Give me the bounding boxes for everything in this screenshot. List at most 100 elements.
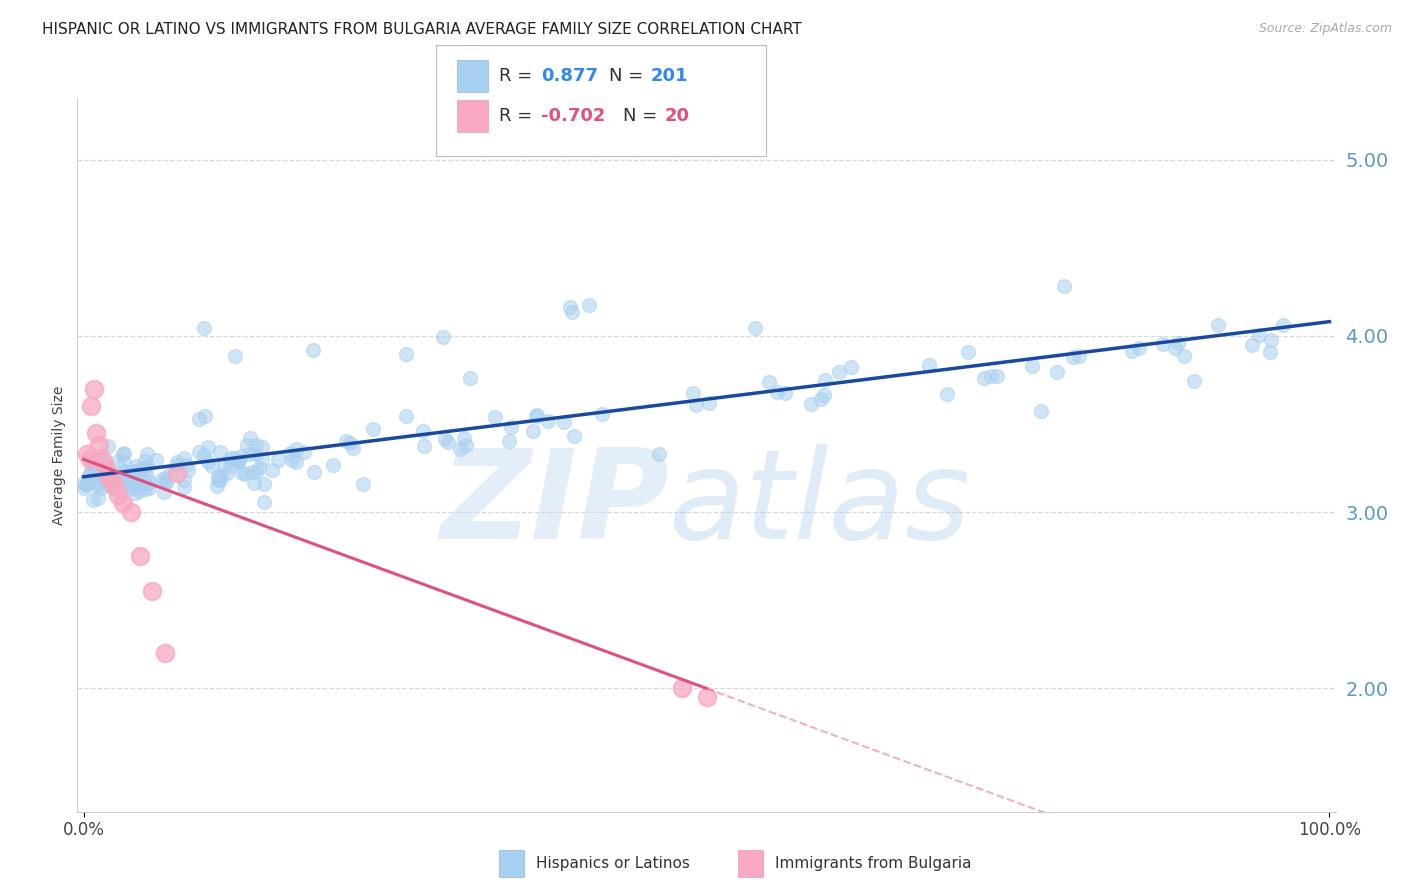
Point	[188, 412, 211, 426]
Point	[94, 461, 117, 475]
Point	[84, 466, 107, 480]
Point	[112, 454, 135, 468]
Point	[454, 438, 477, 452]
Point	[104, 479, 127, 493]
Point	[240, 465, 263, 479]
Point	[194, 409, 217, 424]
Point	[363, 422, 385, 436]
Point	[233, 467, 256, 482]
Point	[1031, 403, 1053, 417]
Point	[253, 495, 276, 509]
Point	[499, 420, 522, 434]
Point	[79, 467, 101, 481]
Point	[129, 477, 152, 491]
Point	[1249, 328, 1271, 343]
Point	[245, 438, 267, 452]
Point	[135, 458, 157, 473]
Point	[132, 461, 155, 475]
Point	[107, 487, 129, 501]
Point	[526, 408, 548, 422]
Point	[187, 445, 209, 459]
Point	[395, 347, 418, 361]
Point	[247, 460, 270, 475]
Point	[76, 447, 98, 461]
Point	[1152, 336, 1174, 351]
Text: N =: N =	[609, 67, 648, 85]
Point	[773, 386, 796, 401]
Point	[87, 438, 110, 452]
Point	[226, 455, 249, 469]
Point	[434, 432, 457, 446]
Point	[648, 447, 671, 461]
Point	[124, 485, 146, 500]
Point	[436, 434, 458, 449]
Point	[107, 454, 129, 468]
Point	[682, 385, 704, 400]
Point	[166, 455, 188, 469]
Point	[813, 388, 835, 402]
Point	[136, 447, 159, 461]
Point	[118, 473, 141, 487]
Point	[207, 473, 229, 487]
Point	[134, 483, 156, 497]
Point	[453, 431, 475, 445]
Point	[80, 458, 103, 473]
Point	[173, 473, 195, 487]
Point	[124, 476, 146, 491]
Point	[335, 434, 357, 448]
Point	[957, 344, 980, 359]
Point	[76, 477, 98, 491]
Point	[93, 471, 115, 485]
Point	[121, 474, 143, 488]
Point	[153, 646, 176, 660]
Point	[278, 446, 301, 460]
Point	[197, 455, 219, 469]
Point	[449, 442, 471, 457]
Point	[79, 452, 101, 467]
Point	[208, 444, 231, 458]
Point	[553, 415, 575, 429]
Point	[112, 496, 135, 510]
Point	[135, 467, 157, 482]
Point	[118, 481, 141, 495]
Point	[285, 455, 308, 469]
Point	[262, 463, 284, 477]
Point	[103, 472, 125, 486]
Point	[107, 469, 129, 483]
Point	[239, 431, 262, 445]
Point	[166, 458, 188, 473]
Point	[1206, 318, 1229, 332]
Point	[111, 471, 134, 485]
Point	[432, 330, 454, 344]
Text: Hispanics or Latinos: Hispanics or Latinos	[536, 856, 689, 871]
Point	[1173, 349, 1195, 363]
Text: N =: N =	[623, 107, 662, 125]
Point	[699, 396, 721, 410]
Point	[1053, 278, 1076, 293]
Text: Source: ZipAtlas.com: Source: ZipAtlas.com	[1258, 22, 1392, 36]
Point	[138, 481, 160, 495]
Point	[267, 453, 290, 467]
Point	[561, 305, 583, 319]
Point	[193, 448, 215, 462]
Point	[94, 459, 117, 474]
Point	[413, 439, 436, 453]
Point	[484, 410, 506, 425]
Point	[73, 481, 96, 495]
Point	[83, 382, 105, 396]
Point	[153, 471, 176, 485]
Point	[1241, 337, 1264, 351]
Point	[671, 681, 693, 696]
Point	[75, 478, 97, 492]
Point	[98, 477, 121, 491]
Point	[1062, 351, 1084, 365]
Point	[96, 458, 118, 472]
Point	[524, 409, 547, 423]
Point	[458, 371, 481, 385]
Point	[231, 466, 253, 480]
Point	[155, 475, 177, 490]
Point	[131, 478, 153, 492]
Point	[537, 413, 560, 427]
Point	[591, 407, 613, 421]
Point	[1046, 365, 1069, 379]
